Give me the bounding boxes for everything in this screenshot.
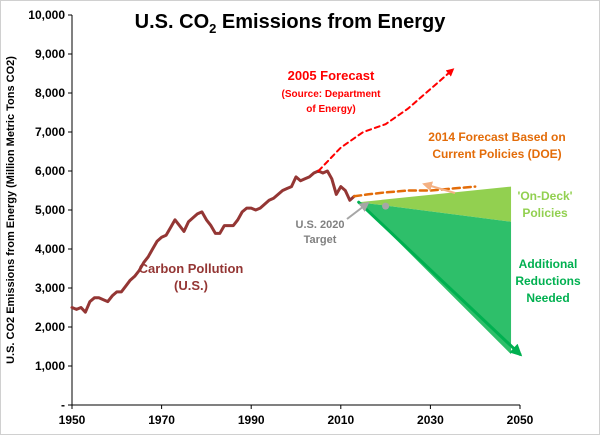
y-tick-label: 3,000 — [35, 281, 65, 295]
annotation-on-deck: 'On-Deck' Policies — [517, 189, 572, 220]
annotation-2014-forecast-line2: Current Policies (DOE) — [432, 147, 561, 161]
forecast-2014-line — [352, 185, 477, 198]
annotation-2005-forecast-line1: 2005 Forecast — [288, 68, 375, 83]
annotation-us-2020-target: U.S. 2020 Target — [296, 219, 345, 246]
y-tick-label: 9,000 — [35, 47, 65, 61]
annotation-carbon-pollution-line2: (U.S.) — [174, 278, 208, 293]
projection-areas — [358, 186, 512, 355]
y-tick-label: 8,000 — [35, 86, 65, 100]
y-tick-label: 2,000 — [35, 320, 65, 334]
annotation-additional-reductions: Additional Reductions Needed — [515, 257, 581, 305]
annotations: Carbon Pollution (U.S.) 2005 Forecast (S… — [139, 68, 581, 305]
y-tick-label: 1,000 — [35, 359, 65, 373]
title-subscript: 2 — [209, 21, 216, 36]
y-tick-label: 7,000 — [35, 125, 65, 139]
us-2020-target-point — [382, 202, 390, 210]
annotation-2005-forecast-line2: (Source: Department — [282, 89, 382, 100]
annotation-target-line1: U.S. 2020 — [296, 219, 345, 231]
x-tick-label: 1950 — [59, 413, 86, 427]
y-tick-label: - — [61, 398, 65, 412]
series-lines — [70, 68, 523, 357]
x-tick-label: 2050 — [507, 413, 534, 427]
y-axis-label: U.S. CO2 Emissions from Energy (Million … — [5, 56, 17, 364]
target-callout-arrow — [346, 201, 370, 220]
title-main: U.S. CO — [135, 11, 209, 33]
on-deck-policies-area — [358, 186, 512, 222]
annotation-on-deck-line2: Policies — [522, 206, 568, 220]
annotation-additional-line3: Needed — [526, 291, 569, 305]
annotation-2005-forecast-line3: of Energy) — [306, 104, 355, 115]
annotation-additional-line2: Reductions — [515, 274, 581, 288]
annotation-2014-forecast: 2014 Forecast Based on Current Policies … — [428, 130, 565, 161]
annotation-additional-line1: Additional — [519, 257, 578, 271]
annotation-on-deck-line1: 'On-Deck' — [517, 189, 572, 203]
additional-reductions-area — [358, 202, 512, 355]
additional-reductions-arrow — [357, 200, 523, 357]
y-tick-label: 4,000 — [35, 242, 65, 256]
annotation-carbon-pollution-line1: Carbon Pollution — [139, 261, 244, 276]
annotation-2005-forecast: 2005 Forecast (Source: Department of Ene… — [282, 68, 382, 115]
annotation-carbon-pollution: Carbon Pollution (U.S.) — [139, 261, 244, 293]
tick-labels: - 1,000 2,000 3,000 4,000 5,000 6,000 7,000 8,00… — [28, 8, 533, 427]
carbon-pollution-line — [70, 169, 356, 314]
x-tick-label: 2010 — [327, 413, 354, 427]
title-suffix: Emissions from Energy — [216, 11, 446, 33]
chart-title: U.S. CO2 Emissions from Energy — [135, 11, 447, 36]
x-tick-label: 1970 — [148, 413, 175, 427]
x-tick-label: 2030 — [417, 413, 444, 427]
axes — [68, 14, 521, 409]
annotation-2014-forecast-line1: 2014 Forecast Based on — [428, 130, 565, 144]
forecast-2005-line — [317, 68, 455, 172]
y-tick-label: 10,000 — [28, 8, 65, 22]
forecast-2014-callout-arrow — [422, 181, 456, 194]
y-tick-label: 6,000 — [35, 164, 65, 178]
x-tick-label: 1990 — [238, 413, 265, 427]
y-tick-label: 5,000 — [35, 203, 65, 217]
annotation-target-line2: Target — [304, 234, 337, 246]
